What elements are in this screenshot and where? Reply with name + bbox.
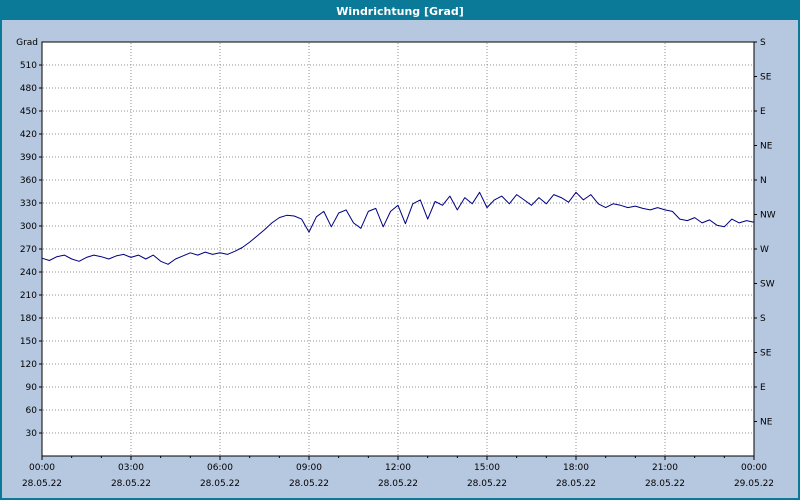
x-time-label: 12:00 bbox=[385, 463, 411, 473]
x-time-label: 15:00 bbox=[474, 463, 500, 473]
compass-tick-label: S bbox=[760, 314, 766, 324]
y-left-tick-label: 120 bbox=[20, 360, 37, 370]
compass-tick-label: SE bbox=[760, 73, 772, 83]
x-time-label: 06:00 bbox=[207, 463, 233, 473]
compass-tick-label: SE bbox=[760, 349, 772, 359]
y-left-tick-label: 210 bbox=[20, 291, 37, 301]
y-left-tick-label: 300 bbox=[20, 222, 37, 232]
y-left-tick-label: 30 bbox=[26, 429, 38, 439]
x-date-label: 28.05.22 bbox=[467, 479, 507, 489]
compass-tick-label: N bbox=[760, 176, 767, 186]
compass-tick-label: NE bbox=[760, 142, 773, 152]
x-date-label: 28.05.22 bbox=[200, 479, 240, 489]
axis-left: Grad 510 480 450 420 390 360 330 300 270 240 210 180… bbox=[16, 38, 42, 439]
grid-lines bbox=[43, 43, 753, 455]
series-line-windrichtung bbox=[41, 191, 755, 265]
y-left-tick-label: 330 bbox=[20, 199, 37, 209]
y-left-tick-label: 450 bbox=[20, 107, 37, 117]
y-left-tick-label: 480 bbox=[20, 84, 37, 94]
x-date-label: 28.05.22 bbox=[111, 479, 151, 489]
compass-tick-label: S bbox=[760, 38, 766, 48]
window-title: Windrichtung [Grad] bbox=[336, 4, 464, 18]
x-date-label: 28.05.22 bbox=[378, 479, 418, 489]
y-left-tick-label: 90 bbox=[26, 383, 38, 393]
x-date-label: 28.05.22 bbox=[289, 479, 329, 489]
compass-tick-label: E bbox=[760, 383, 766, 393]
x-time-label: 00:00 bbox=[29, 463, 55, 473]
x-date-label: 28.05.22 bbox=[645, 479, 685, 489]
y-left-tick-label: 510 bbox=[20, 61, 37, 71]
compass-tick-label: E bbox=[760, 107, 766, 117]
chart-area: Grad 510 480 450 420 390 360 330 300 270 240 210 180… bbox=[2, 20, 798, 498]
x-time-label: 21:00 bbox=[652, 463, 678, 473]
y-axis-unit-label: Grad bbox=[16, 38, 38, 48]
x-date-label: 29.05.22 bbox=[734, 479, 774, 489]
compass-tick-label: NE bbox=[760, 418, 773, 428]
y-left-tick-label: 270 bbox=[20, 245, 37, 255]
axis-right: S SE E NE N NW W SW S SE E NE bbox=[754, 38, 776, 428]
x-date-label: 28.05.22 bbox=[22, 479, 62, 489]
compass-tick-label: SW bbox=[760, 280, 775, 290]
y-left-tick-label: 150 bbox=[20, 337, 37, 347]
y-left-tick-label: 420 bbox=[20, 130, 37, 140]
x-time-label: 18:00 bbox=[563, 463, 589, 473]
titlebar: Windrichtung [Grad] bbox=[2, 2, 798, 20]
y-left-tick-label: 60 bbox=[26, 406, 38, 416]
x-date-label: 28.05.22 bbox=[556, 479, 596, 489]
y-left-tick-label: 240 bbox=[20, 268, 37, 278]
compass-tick-label: W bbox=[760, 245, 769, 255]
y-left-tick-label: 390 bbox=[20, 153, 37, 163]
y-left-tick-label: 180 bbox=[20, 314, 37, 324]
wind-direction-chart: Grad 510 480 450 420 390 360 330 300 270 240 210 180… bbox=[16, 38, 776, 489]
x-time-label: 00:00 bbox=[741, 463, 767, 473]
axis-bottom: 00:00 28.05.22 03:00 28.05.22 06:00 28.05.22 0… bbox=[22, 456, 774, 489]
y-left-tick-label: 360 bbox=[20, 176, 37, 186]
compass-tick-label: NW bbox=[760, 211, 776, 221]
x-time-label: 09:00 bbox=[296, 463, 322, 473]
x-time-label: 03:00 bbox=[118, 463, 144, 473]
